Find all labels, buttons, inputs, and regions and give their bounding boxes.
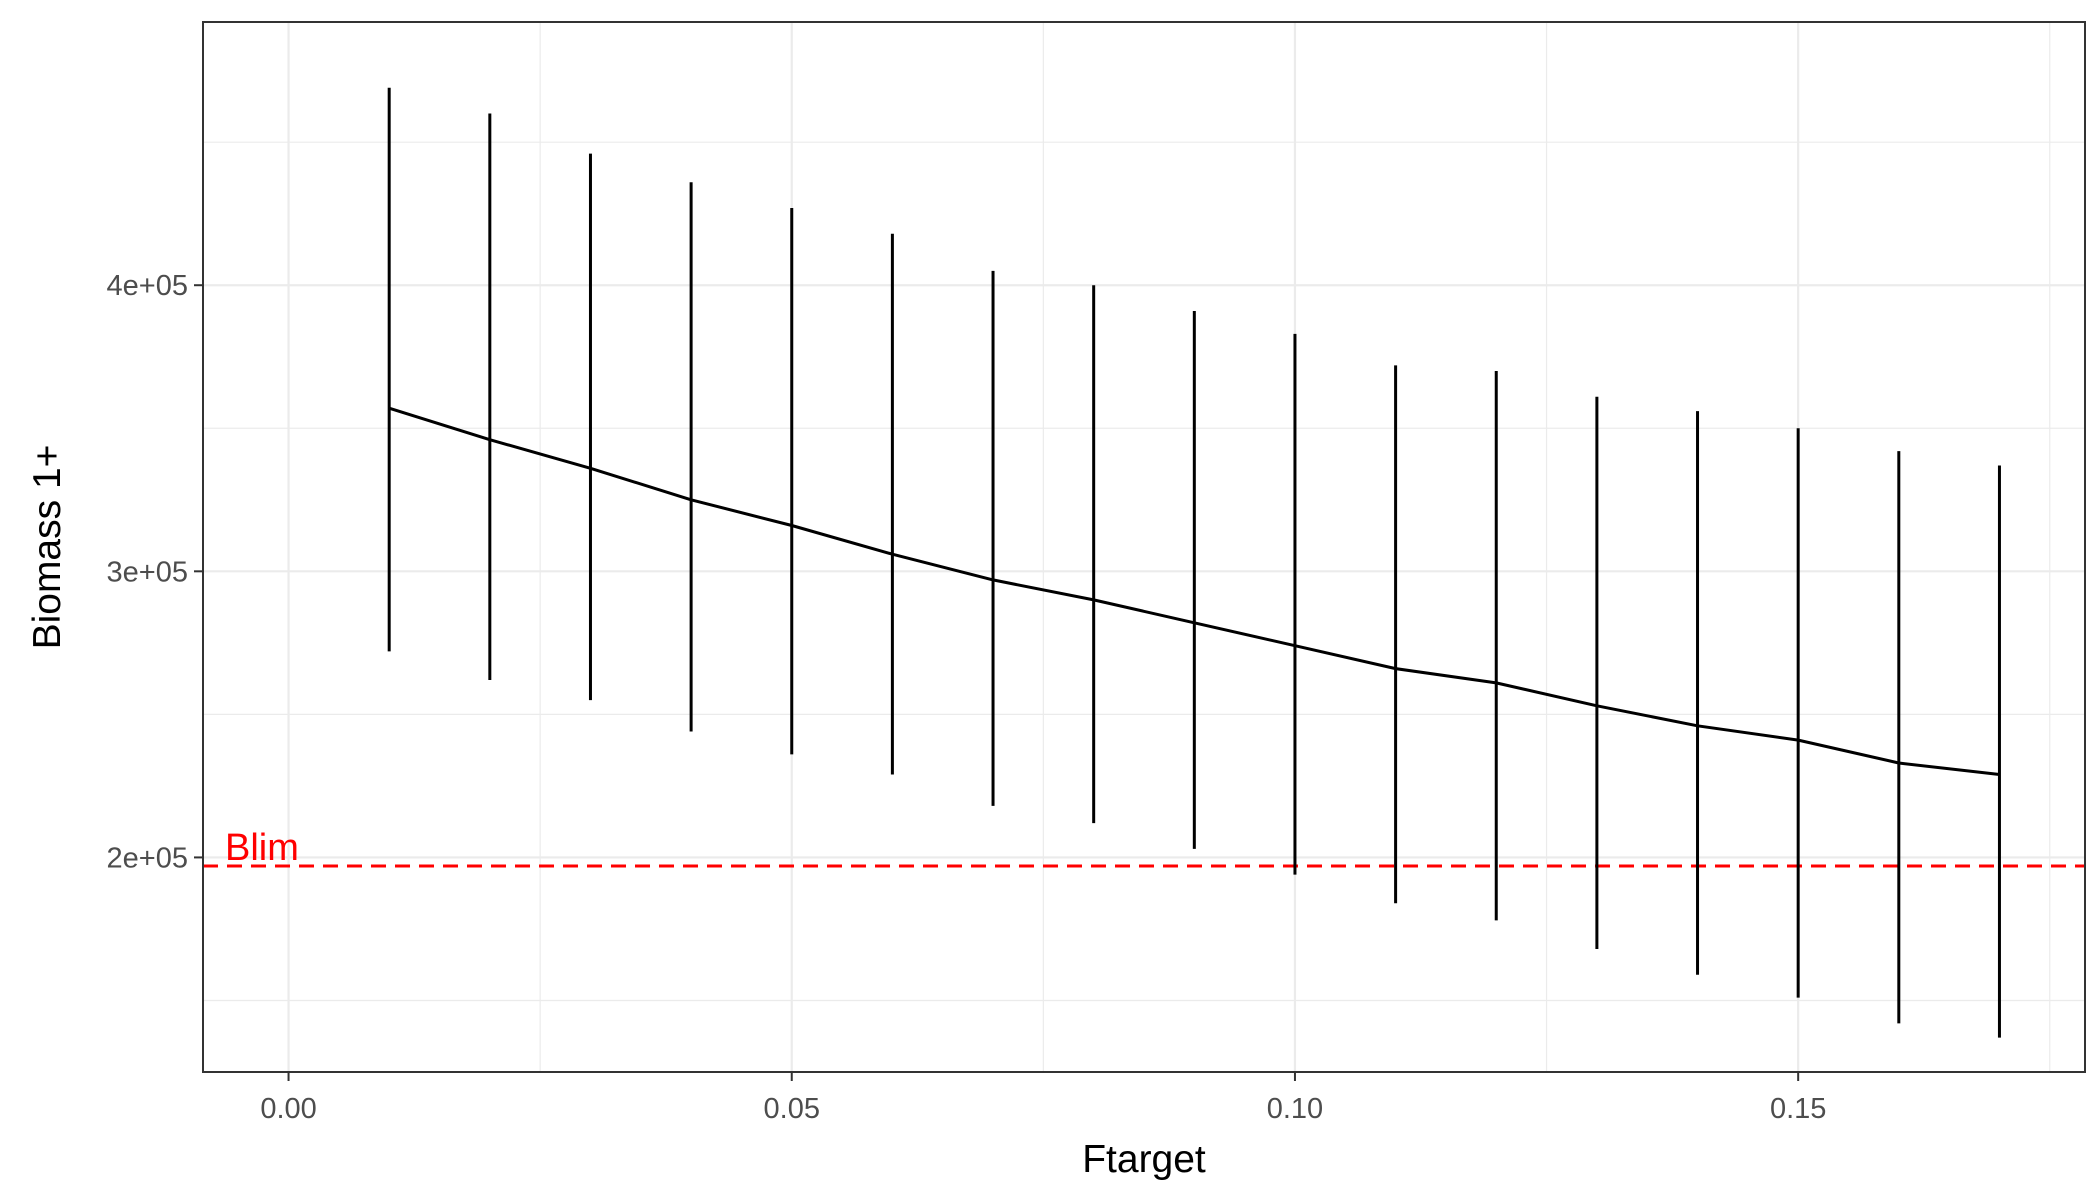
axis-ticks: 0.00 0.05 0.10 0.15 2e+05 3e+05 4e+05	[107, 270, 1827, 1125]
plot-background	[203, 22, 2085, 1072]
grid-lines	[203, 22, 2085, 1072]
x-tick-label: 0.15	[1770, 1093, 1826, 1125]
blim-label: Blim	[225, 827, 299, 869]
x-axis-title: Ftarget	[1082, 1138, 1206, 1181]
x-tick-label: 0.00	[260, 1093, 316, 1125]
x-tick-label: 0.10	[1267, 1093, 1323, 1125]
x-tick-label: 0.05	[764, 1093, 820, 1125]
y-axis-title: Biomass 1+	[26, 445, 69, 650]
y-tick-label: 4e+05	[107, 270, 188, 302]
y-tick-label: 3e+05	[107, 556, 188, 588]
plot-border	[202, 21, 2086, 1073]
reference-lines: Blim	[203, 827, 2085, 869]
y-tick-label: 2e+05	[107, 842, 188, 874]
median-biomass-line	[388, 406, 2000, 776]
data-layer	[387, 87, 2001, 1038]
